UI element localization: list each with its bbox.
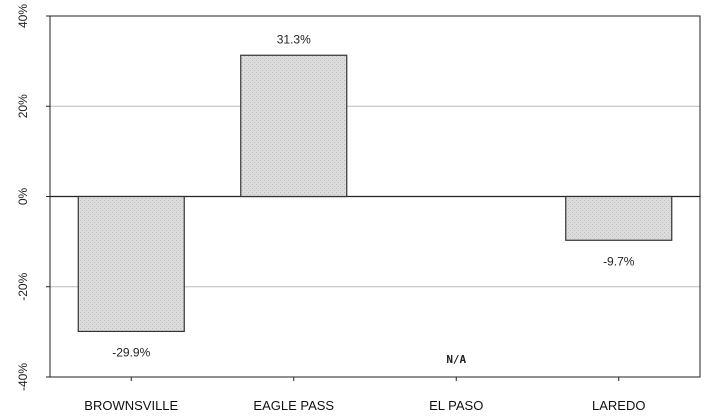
y-tick-label: 40% [16,4,30,28]
data-label: -9.7% [603,254,635,268]
x-tick-label: EAGLE PASS [253,398,334,413]
bar-laredo [565,195,673,241]
x-tick-label: BROWNSVILLE [84,398,178,413]
data-label-na: N/A [446,353,466,366]
bar-eagle-pass [240,54,348,198]
x-tick-label: LAREDO [592,398,645,413]
y-tick-label: 20% [16,94,30,118]
bars [77,54,673,333]
y-tick-label: -40% [16,363,30,391]
axes [46,15,701,381]
data-label: 31.3% [277,32,311,46]
x-tick-label: EL PASO [429,398,483,413]
y-tick-label: 0% [16,187,30,205]
data-label: -29.9% [112,345,150,359]
labels: 40% 20% 0% -20% -40% BROWNSVILLE -29.9% EAGLE P… [16,4,645,413]
bar-brownsville [77,195,185,333]
y-tick-label: -20% [16,272,30,300]
